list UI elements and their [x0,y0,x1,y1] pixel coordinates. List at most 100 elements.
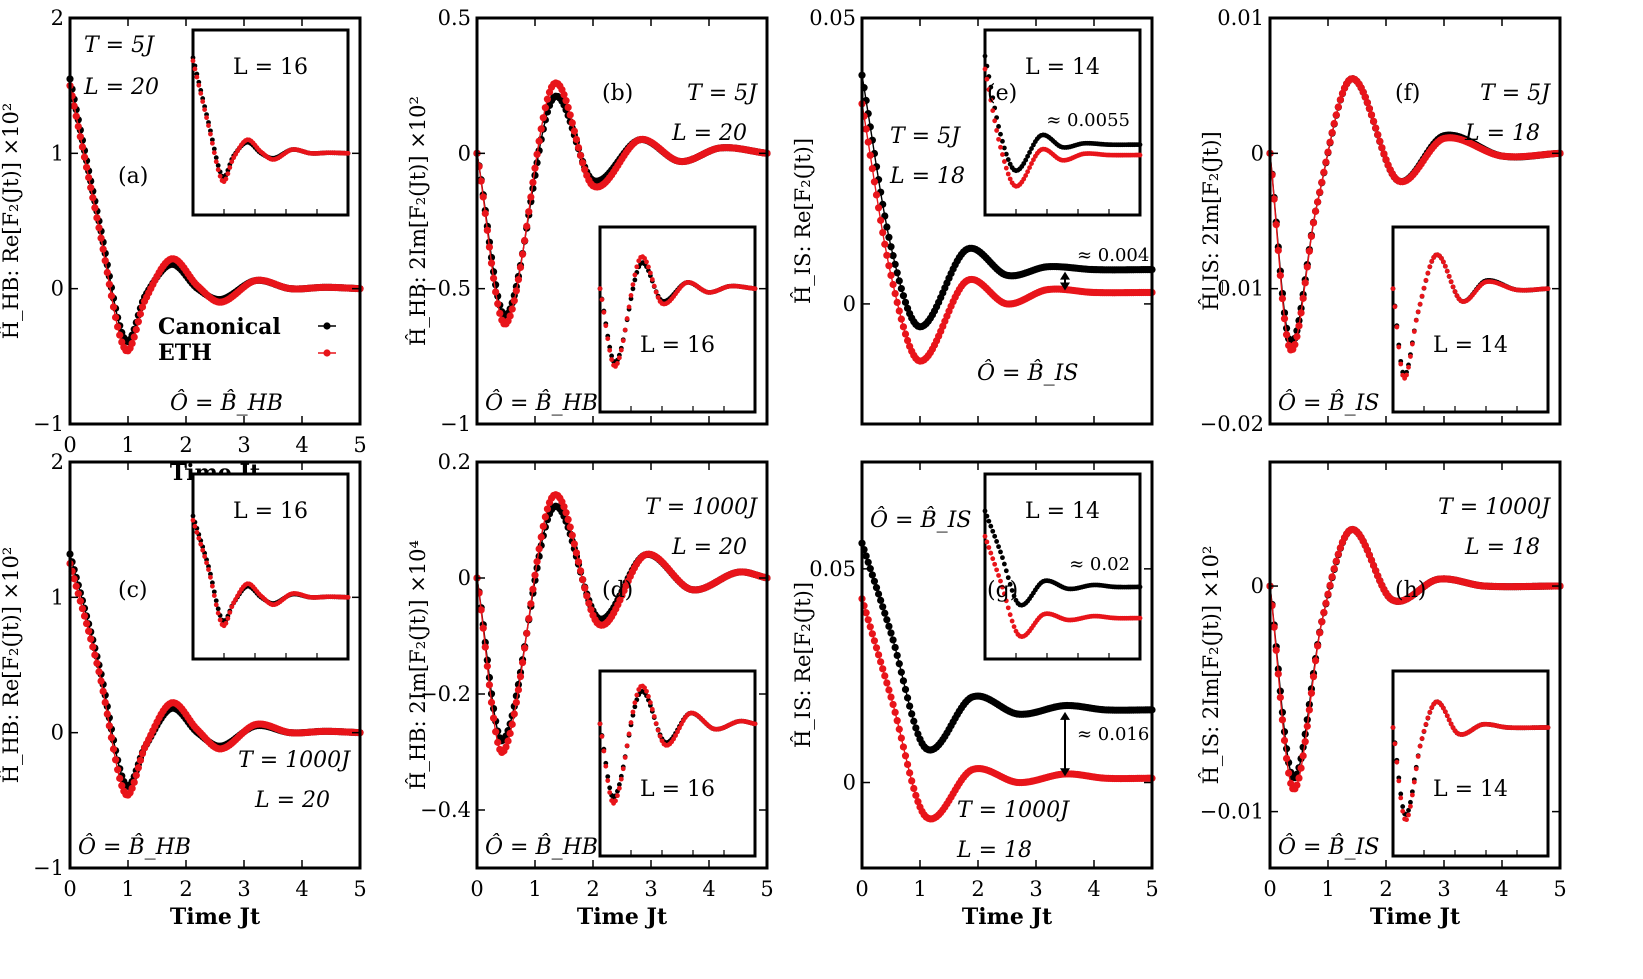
data-point [1380,150,1388,158]
data-point [109,303,118,311]
data-point [903,336,912,345]
operator-label: Ô = B̂_HB [485,833,598,860]
inset-point [225,171,231,177]
data-point [914,798,922,806]
inset-size-label: L = 14 [1433,333,1508,358]
data-point [531,571,539,579]
data-point [899,677,908,685]
y-tick-label: 0 [1251,574,1264,598]
inset-frame [598,669,757,858]
data-point [1276,693,1284,702]
inset-point [215,163,221,168]
data-point [485,681,494,689]
y-tick-label: 0 [51,277,64,301]
data-point [872,191,881,199]
data-point [1293,333,1301,341]
operator-label: Ô = B̂_HB [485,389,598,416]
data-point [1328,129,1336,137]
inset-point [1025,169,1031,175]
inset-point [1009,618,1015,624]
data-point [1311,207,1320,215]
data-point [97,677,105,685]
data-point [879,228,887,237]
inset-point [651,714,657,719]
inset-point [597,721,603,727]
inset-frame [1391,669,1550,858]
y-tick-label: 0 [458,141,471,165]
inset-point [630,282,636,287]
data-point [1316,188,1324,196]
inset-point [642,685,647,691]
y-tick-label: 0.05 [809,557,856,581]
y-tick-label: −0.4 [420,798,471,822]
panel-h: 0 1 2 3 4 5 −0.01 0 Ĥ_IS: 2Im[F₂(Jt)] ×10² Time J… [1199,460,1567,930]
data-point [539,522,547,530]
plot-frame [68,16,362,426]
legend-marker-eth [323,349,331,357]
data-point [134,318,142,326]
data-point [899,292,908,300]
data-point [1282,331,1291,339]
series-eth [858,595,1156,823]
temperature-label: T = 5J [1480,81,1551,106]
inset-point [1005,605,1011,611]
data-point [885,686,893,694]
inset-point [628,296,634,302]
data-point [1301,279,1309,287]
panel-letter: (c) [118,578,148,603]
data-point [1305,706,1313,714]
data-point [895,307,903,315]
data-point [1297,764,1305,772]
inset-point [1007,612,1013,618]
inset-point [1450,284,1456,290]
inset-point [1007,176,1013,182]
inset-point [634,692,640,698]
inset-point [1545,286,1551,292]
panel-letter: (d) [602,578,633,603]
data-point [1280,728,1289,736]
inset-point [1000,152,1005,157]
data-point [579,575,587,584]
inset-point [223,620,229,626]
inset-f: L = 14 [1390,225,1551,414]
y-axis-label: Ĥ_HB: Re[F₂(Jt)] ×10² [0,547,23,784]
x-tick-label: 5 [1145,877,1158,901]
data-point [897,734,905,742]
inset-point [192,66,198,72]
data-point [1330,119,1338,128]
inset-point [1442,709,1448,715]
data-point [1320,168,1328,176]
data-point [525,614,533,623]
inset-point [601,748,607,754]
inset-point [990,108,996,114]
inset-point [225,616,231,621]
x-tick-label: 2 [586,877,599,901]
inset-point [1007,581,1013,587]
inset-point [984,76,990,82]
inset-point [1408,803,1413,809]
inset-point [1444,713,1450,719]
inset-point [1398,795,1404,801]
plot-frame [68,460,362,870]
inset-d: L = 16 [597,669,758,858]
series-canonical [858,539,1156,754]
data-point [891,708,899,716]
inset-point [605,336,611,342]
data-point [489,704,498,713]
inset-point [209,580,215,586]
inset-point [1423,721,1429,727]
data-point [1369,117,1378,125]
data-point [1276,271,1284,280]
inset-point [209,583,215,589]
data-point [97,234,105,242]
inset-point [644,259,649,265]
inset-point [1425,270,1431,276]
data-point [109,745,118,753]
data-point [1376,137,1384,145]
data-point [566,523,574,531]
data-point [585,599,593,607]
operator-label: Ô = B̂_IS [977,359,1078,386]
y-tick-label: −0.01 [1200,277,1264,301]
data-point [1363,99,1371,107]
y-axis-label: Ĥ_HB: 2Im[F₂(Jt)] ×10² [406,96,430,346]
